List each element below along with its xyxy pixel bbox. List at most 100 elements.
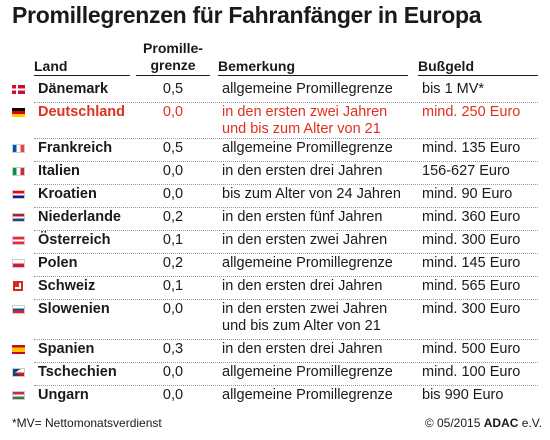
country-name: Frankreich xyxy=(38,140,113,156)
table-row: Kroatien 0,0 bis zum Alter von 24 Jahren… xyxy=(0,185,550,208)
promille-value: 0,3 xyxy=(162,341,184,357)
fine: mind. 500 Euro xyxy=(422,341,521,357)
country-name: Deutschland xyxy=(38,104,126,120)
promille-value: 0,0 xyxy=(162,163,184,179)
remark: allgemeine Promillegrenze xyxy=(222,387,393,403)
remark: allgemeine Promillegrenze xyxy=(222,255,393,271)
table-row: Frankreich 0,5 allgemeine Promillegrenze… xyxy=(0,139,550,162)
fine: mind. 565 Euro xyxy=(422,278,521,294)
remark-line1: in den ersten zwei Jahren xyxy=(222,301,388,317)
row-divider xyxy=(34,138,538,139)
fine: 156-627 Euro xyxy=(422,163,510,179)
column-header-promille-line2: grenze xyxy=(150,57,196,73)
fine: mind. 135 Euro xyxy=(422,140,521,156)
country-table: Dänemark 0,5 allgemeine Promillegrenze b… xyxy=(0,80,550,409)
row-divider xyxy=(34,102,538,103)
czech-flag-icon xyxy=(12,368,25,377)
denmark-flag-icon xyxy=(12,85,25,94)
remark: in den ersten drei Jahren xyxy=(222,341,383,357)
promille-value: 0,0 xyxy=(162,364,184,380)
remark: allgemeine Promillegrenze xyxy=(222,364,393,380)
row-divider xyxy=(34,385,538,386)
country-name: Niederlande xyxy=(38,209,121,225)
country-name: Italien xyxy=(38,163,80,179)
country-name: Tschechien xyxy=(38,364,117,380)
slovenia-flag-icon xyxy=(12,305,25,314)
column-header-promillegrenze: Promille- grenze xyxy=(136,40,210,76)
brand-suffix: e.V. xyxy=(521,416,542,430)
table-row: Spanien 0,3 in den ersten drei Jahren mi… xyxy=(0,340,550,363)
poland-flag-icon xyxy=(12,259,25,268)
footnote: *MV= Nettomonatsverdienst xyxy=(12,416,162,430)
france-flag-icon xyxy=(12,144,25,153)
row-divider xyxy=(34,184,538,185)
remark: allgemeine Promillegrenze xyxy=(222,140,393,156)
table-row: Tschechien 0,0 allgemeine Promillegrenze… xyxy=(0,363,550,386)
promille-value: 0,5 xyxy=(162,81,184,97)
credit: © 05/2015 ADAC e.V. xyxy=(425,416,542,430)
table-row: Slowenien 0,0 in den ersten zwei Jahren … xyxy=(0,300,550,340)
table-row: Deutschland 0,0 in den ersten zwei Jahre… xyxy=(0,103,550,139)
row-divider xyxy=(34,207,538,208)
fine: mind. 100 Euro xyxy=(422,364,521,380)
table-row: Österreich 0,1 in den ersten zwei Jahren… xyxy=(0,231,550,254)
fine: mind. 145 Euro xyxy=(422,255,521,271)
country-name: Österreich xyxy=(38,232,111,248)
austria-flag-icon xyxy=(12,236,25,245)
promille-value: 0,1 xyxy=(162,232,184,248)
fine: mind. 300 Euro xyxy=(422,232,521,248)
hungary-flag-icon xyxy=(12,391,25,400)
promille-value: 0,2 xyxy=(162,209,184,225)
promille-value: 0,0 xyxy=(162,301,184,317)
italy-flag-icon xyxy=(12,167,25,176)
country-name: Slowenien xyxy=(38,301,110,317)
country-name: Kroatien xyxy=(38,186,97,202)
promille-value: 0,0 xyxy=(162,387,184,403)
table-header: Land Promille- grenze Bemerkung Bußgeld xyxy=(0,38,550,80)
fine: mind. 300 Euro xyxy=(422,301,521,317)
remark-line1: in den ersten zwei Jahren xyxy=(222,104,388,120)
table-row: Niederlande 0,2 in den ersten fünf Jahre… xyxy=(0,208,550,231)
country-name: Dänemark xyxy=(38,81,109,97)
column-header-promille-line1: Promille- xyxy=(143,40,203,56)
table-row: Italien 0,0 in den ersten drei Jahren 15… xyxy=(0,162,550,185)
country-name: Spanien xyxy=(38,341,95,357)
country-name: Ungarn xyxy=(38,387,89,403)
fine: bis 1 MV* xyxy=(422,81,485,97)
netherlands-flag-icon xyxy=(12,213,25,222)
remark: in den ersten zwei Jahren xyxy=(222,232,388,248)
croatia-flag-icon xyxy=(12,190,25,199)
column-header-bemerkung: Bemerkung xyxy=(218,58,408,76)
table-row: Dänemark 0,5 allgemeine Promillegrenze b… xyxy=(0,80,550,103)
remark-line2: und bis zum Alter von 21 xyxy=(222,318,381,334)
remark: in den ersten drei Jahren xyxy=(222,278,383,294)
table-row: Schweiz 0,1 in den ersten drei Jahren mi… xyxy=(0,277,550,300)
promille-value: 0,2 xyxy=(162,255,184,271)
fine: mind. 360 Euro xyxy=(422,209,521,225)
row-divider xyxy=(34,161,538,162)
row-divider xyxy=(34,362,538,363)
table-row: Ungarn 0,0 allgemeine Promillegrenze bis… xyxy=(0,386,550,409)
promille-value: 0,1 xyxy=(162,278,184,294)
promille-value: 0,0 xyxy=(162,186,184,202)
row-divider xyxy=(34,299,538,300)
fine: mind. 250 Euro xyxy=(422,104,521,120)
remark: in den ersten fünf Jahren xyxy=(222,209,383,225)
fine: bis 990 Euro xyxy=(422,387,504,403)
page-title: Promillegrenzen für Fahranfänger in Euro… xyxy=(12,2,482,28)
row-divider xyxy=(34,276,538,277)
promille-value: 0,0 xyxy=(162,104,184,120)
country-name: Schweiz xyxy=(38,278,96,294)
remark: bis zum Alter von 24 Jahren xyxy=(222,186,401,202)
row-divider xyxy=(34,339,538,340)
column-header-bussgeld: Bußgeld xyxy=(418,58,538,76)
row-divider xyxy=(34,230,538,231)
remark: in den ersten zwei Jahren und bis zum Al… xyxy=(222,104,387,138)
germany-flag-icon xyxy=(12,108,25,117)
table-row: Polen 0,2 allgemeine Promillegrenze mind… xyxy=(0,254,550,277)
remark: in den ersten drei Jahren xyxy=(222,163,383,179)
switzerland-flag-icon xyxy=(13,281,23,291)
remark: allgemeine Promillegrenze xyxy=(222,81,393,97)
copyright-text: © 05/2015 xyxy=(424,416,481,430)
remark-line2: und bis zum Alter von 21 xyxy=(222,121,381,137)
